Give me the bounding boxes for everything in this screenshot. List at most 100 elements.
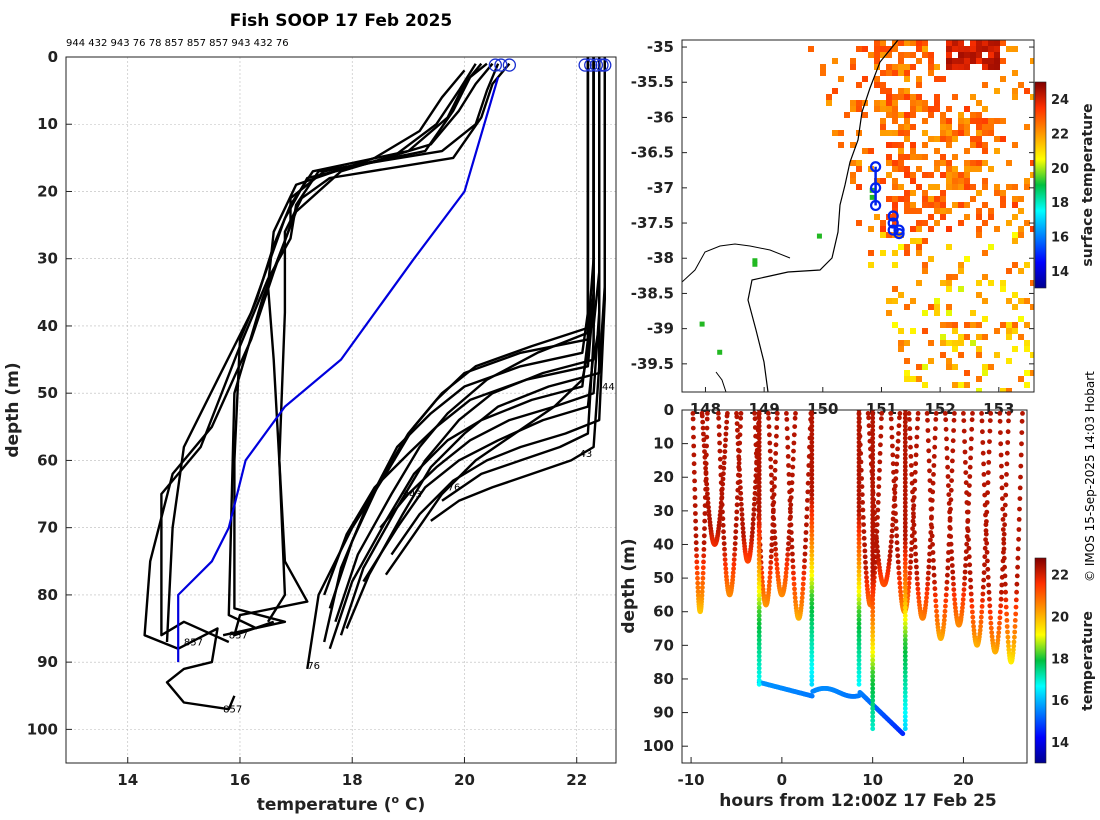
temperature-dot [722,546,727,552]
temperature-dot [692,478,697,484]
temperature-dot [771,522,777,528]
temperature-dot [736,447,741,453]
sst-cell [976,334,982,340]
temperature-dot [915,586,921,592]
temperature-dot [738,424,743,429]
sst-cell [916,250,922,256]
temperature-dot [982,502,988,508]
temperature-dot [933,417,939,422]
temperature-dot [870,589,876,594]
temperature-dot [722,449,728,454]
sst-cell [874,82,880,88]
temperature-dot [756,605,762,611]
temperature-dot [856,649,862,655]
sst-cell [982,64,988,70]
temperature-dot [911,514,916,520]
temperature-dot [719,491,725,497]
temperature-dot [926,558,932,564]
temperature-dot [756,496,762,502]
sst-cell [1024,340,1030,346]
temperature-dot [870,597,876,602]
temperature-dot [809,508,815,514]
temperature-dot [809,423,815,429]
temperature-dot [910,526,915,531]
temperature-dot [774,566,780,572]
temperature-dot [942,411,948,416]
sst-cell [1012,202,1018,208]
sst-cell [892,298,898,304]
temperature-dot [752,411,757,416]
temperature-dot [774,557,779,562]
sst-cell [946,118,952,124]
sst-cell [946,172,952,178]
temperature-dot [907,435,913,441]
climatology-line [177,76,500,663]
sst-cell [976,352,982,358]
timeseries-ytick-label: 30 [653,502,674,520]
sst-cell [976,112,982,118]
sst-cell [898,70,904,76]
temperature-dot [870,460,876,465]
temperature-dot [948,487,954,493]
temperature-dot [1011,643,1017,649]
temperature-dot [931,472,936,477]
temperature-dot [902,714,908,719]
temperature-dot [691,461,697,467]
sst-cell [856,160,862,166]
temperature-dot [997,615,1003,621]
sst-cell [1006,298,1012,304]
sst-cell [934,310,940,316]
temperature-dot [773,546,778,552]
temperature-dot [856,681,862,687]
temperature-dot [984,549,990,555]
sst-cell [976,190,982,196]
sst-cell [1024,346,1030,352]
sst-cell [934,166,940,172]
temperature-dot [753,433,758,439]
temperature-dot [950,575,956,581]
sst-cell [970,46,976,52]
sst-cell [880,226,886,232]
temperature-dot [870,488,876,494]
temperature-dot [985,574,991,580]
temperature-dot [734,421,740,426]
temperature-dot [690,411,696,416]
sst-cell [976,58,982,64]
temperature-dot [902,472,908,477]
sst-cell [838,142,844,148]
temperature-dot [985,480,991,486]
temperature-dot [1003,604,1009,610]
temperature-dot [870,585,876,590]
temperature-dot [870,633,876,639]
sst-cell [886,46,892,52]
temperature-dot [802,544,808,550]
temperature-dot [870,673,876,679]
profile-ytick-label: 80 [37,586,58,604]
coastline [682,40,899,392]
temperature-dot [1004,611,1009,617]
temperature-dot [902,564,908,570]
temperature-dot [1014,589,1019,595]
temperature-dot [793,411,798,416]
map-ytick-label: -35.5 [631,73,674,91]
temperature-dot [960,597,966,602]
temperature-dot [766,586,772,592]
sst-cell [922,46,928,52]
temperature-dot [768,560,774,565]
temperature-dot [870,722,876,728]
sst-cell [976,322,982,328]
temperature-dot [756,443,762,449]
temperature-dot [734,516,739,522]
temperature-dot [734,414,740,420]
temperature-dot [908,559,914,565]
temperature-dot [967,474,973,479]
sst-cell [892,220,898,226]
sst-cell [1012,142,1018,148]
temperature-dot [1004,618,1010,623]
temperature-dot [949,549,954,554]
sst-cell [910,172,916,178]
map-ytick-label: -35 [647,38,674,56]
sst-cell [898,64,904,70]
temperature-dot [723,566,729,572]
